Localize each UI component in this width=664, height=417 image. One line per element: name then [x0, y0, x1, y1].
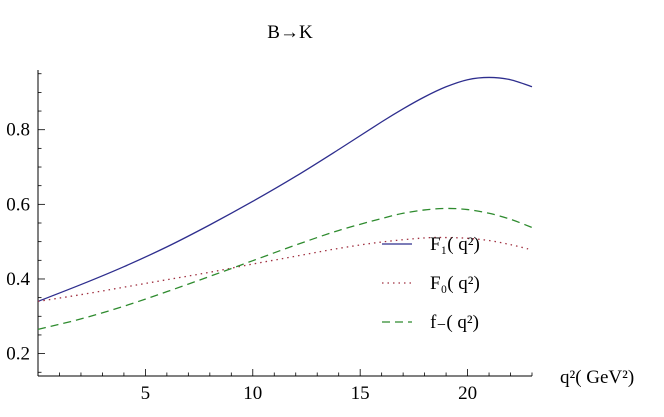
legend-label-1: F₁( q²) [430, 234, 480, 255]
y-tick-label: 0.4 [6, 269, 30, 290]
y-tick-label: 0.6 [6, 194, 30, 215]
series-line-2 [37, 236, 533, 303]
x-tick-label: 10 [243, 383, 262, 404]
series-line-3 [37, 207, 533, 330]
legend-label-3: f₋( q²) [430, 312, 479, 333]
series-layer [37, 76, 533, 330]
y-tick-label: 0.8 [6, 120, 30, 141]
x-tick-label: 15 [351, 383, 370, 404]
x-tick-label: 5 [141, 383, 151, 404]
chart-title: B→K [267, 22, 313, 43]
legend: F₁( q²) F₀( q²) f₋( q²) [382, 234, 480, 333]
legend-label-2: F₀( q²) [430, 273, 480, 294]
series-line-1 [37, 76, 533, 302]
axes: 5 10 15 20 0.2 0.4 0.6 0.8 [6, 70, 533, 404]
y-tick-label: 0.2 [6, 344, 30, 365]
x-axis-label: q²( GeV²) [560, 367, 634, 388]
x-tick-label: 20 [458, 383, 477, 404]
